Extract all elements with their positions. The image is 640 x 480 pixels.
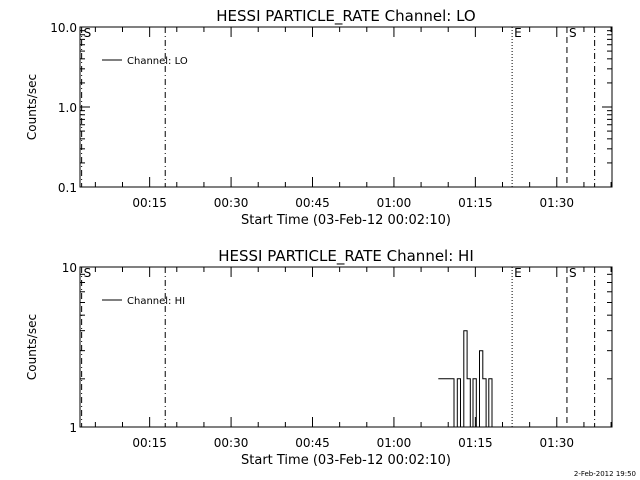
series-line: [438, 330, 493, 428]
x-axis-label: Start Time (03-Feb-12 00:02:10): [241, 213, 451, 228]
event-marker-label: S: [569, 266, 577, 280]
x-tick-label: 01:00: [377, 436, 412, 450]
y-axis-label: Counts/sec: [25, 74, 39, 140]
x-tick-label: 01:30: [539, 196, 574, 210]
plot-frame: [79, 26, 613, 188]
event-marker-label: S: [569, 26, 577, 40]
chart-title: HESSI PARTICLE_RATE Channel: HI: [218, 247, 474, 266]
panel-hi: HESSI PARTICLE_RATE Channel: HI Counts/se…: [25, 247, 613, 468]
x-tick-label: 00:15: [132, 436, 167, 450]
event-marker-label: S: [84, 26, 92, 40]
y-tick-label: 10: [62, 261, 77, 275]
event-marker-label: S: [84, 266, 92, 280]
event-marker-label: E: [514, 26, 522, 40]
y-tick-label: 1: [69, 421, 77, 435]
x-tick-label: 00:15: [132, 196, 167, 210]
event-marker-label: E: [514, 266, 522, 280]
x-tick-label: 01:00: [377, 196, 412, 210]
legend-label: Channel: HI: [127, 296, 185, 307]
x-tick-label: 00:30: [214, 436, 249, 450]
y-tick-label: 10.0: [50, 21, 77, 35]
x-axis-label: Start Time (03-Feb-12 00:02:10): [241, 453, 451, 468]
y-tick-label: 0.1: [58, 181, 77, 195]
y-axis-label: Counts/sec: [25, 314, 39, 380]
x-tick-label: 01:30: [539, 436, 574, 450]
x-tick-label: 01:15: [458, 196, 493, 210]
x-tick-label: 00:45: [295, 196, 330, 210]
chart-title: HESSI PARTICLE_RATE Channel: LO: [216, 7, 475, 26]
panel-lo: HESSI PARTICLE_RATE Channel: LO Counts/se…: [25, 7, 613, 228]
x-tick-label: 01:15: [458, 436, 493, 450]
plot-frame: [79, 266, 613, 428]
x-tick-label: 00:45: [295, 436, 330, 450]
footer-timestamp: 2-Feb-2012 19:50: [574, 470, 636, 478]
x-tick-label: 00:30: [214, 196, 249, 210]
legend-label: Channel: LO: [127, 56, 188, 67]
y-tick-label: 1.0: [58, 101, 77, 115]
